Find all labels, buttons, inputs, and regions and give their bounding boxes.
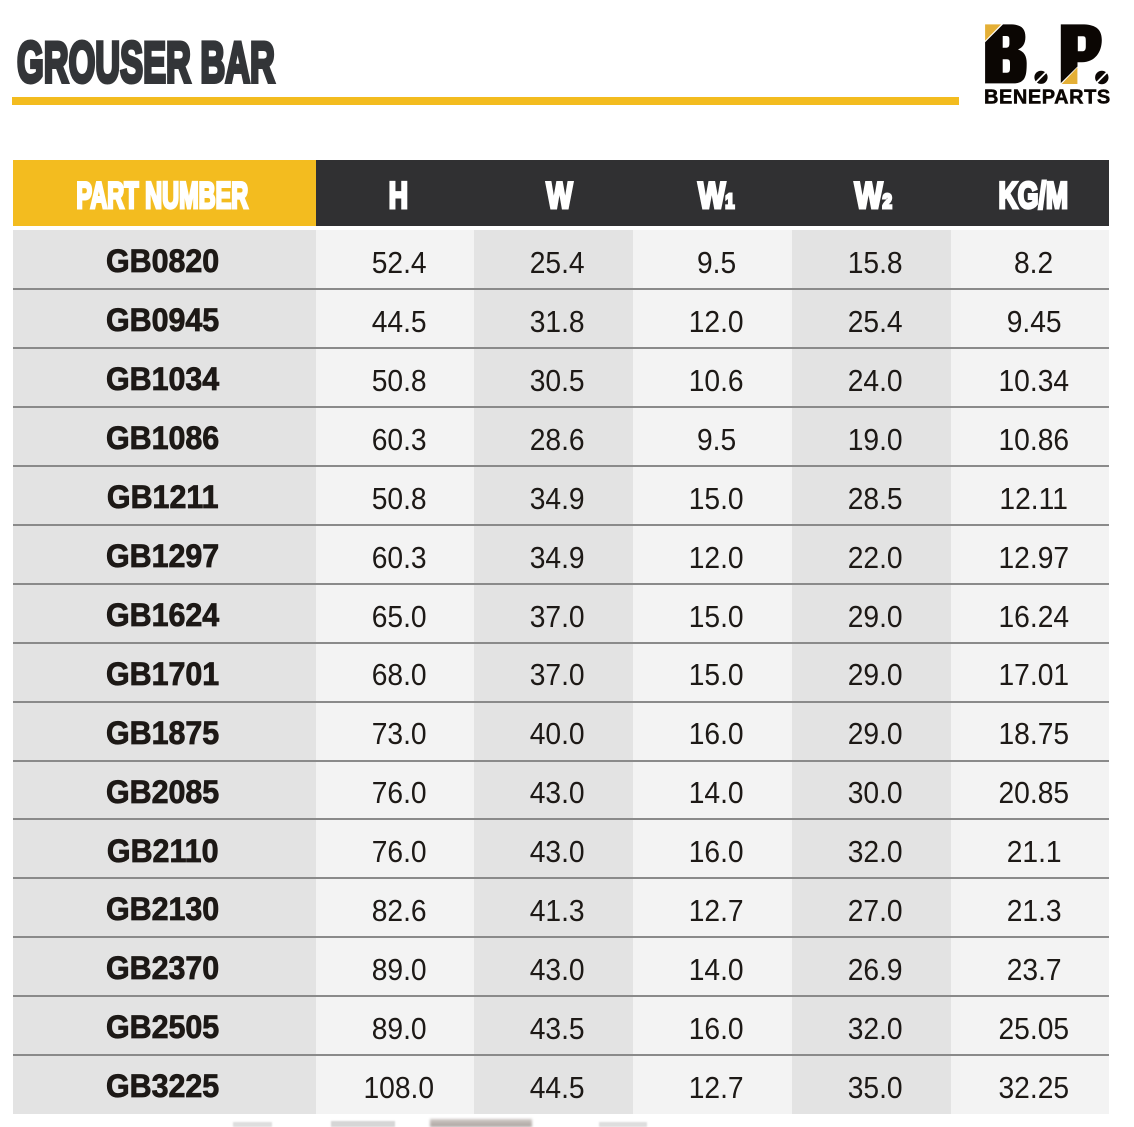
svg-text:BENEPARTS: BENEPARTS bbox=[984, 87, 1111, 109]
